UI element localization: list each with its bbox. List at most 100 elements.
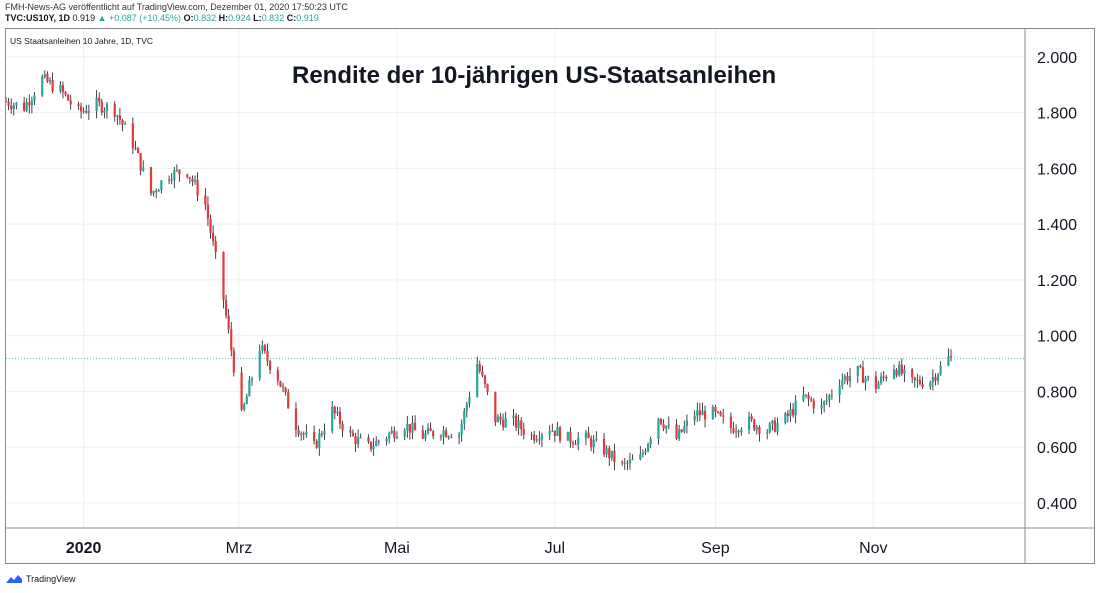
candle-body [206, 204, 210, 219]
candle-body [789, 409, 792, 416]
candle-body [349, 430, 352, 433]
candle-body [284, 387, 287, 393]
candle-body [214, 241, 217, 252]
candle-body [714, 406, 717, 412]
candle-body [331, 406, 334, 432]
candle-body [892, 369, 896, 379]
candle-body [323, 431, 326, 435]
candle-body [287, 392, 290, 409]
candle-body [667, 424, 670, 426]
candle-body [649, 439, 652, 444]
candle-body [149, 167, 153, 194]
candle-body [160, 180, 163, 191]
candle-body [732, 428, 735, 433]
tradingview-logo-icon [6, 575, 22, 583]
candle-body [367, 437, 370, 442]
candle-body [719, 411, 722, 416]
candle-body [67, 94, 70, 101]
candle-body [740, 429, 743, 433]
candle-body [191, 178, 194, 182]
candle-body [196, 179, 199, 196]
candle-body [46, 74, 49, 82]
candle-body [300, 433, 303, 435]
candle-body [882, 376, 885, 378]
candle-body [279, 380, 282, 387]
candle-body [587, 432, 590, 439]
candle-body [98, 97, 101, 102]
candle-body [898, 364, 901, 376]
time-axis[interactable]: 2020 Mrz Mai Jul Sep Nov [66, 540, 888, 557]
candle-body [186, 174, 189, 177]
candle-body [204, 195, 207, 205]
candle-body [685, 420, 689, 427]
candle-body [859, 365, 862, 368]
candle-body [621, 462, 624, 464]
candle-body [802, 394, 805, 401]
candle-body [918, 379, 922, 384]
candle-body [939, 365, 942, 375]
candle-body [59, 84, 62, 92]
candle-body [810, 399, 813, 401]
candle-body [390, 430, 393, 434]
chart-title: Rendite der 10-jährigen US-Staatsanleihe… [292, 62, 777, 89]
candle-body [359, 437, 362, 439]
candle-body [755, 427, 758, 430]
candle-body [874, 376, 878, 389]
candle-body [590, 438, 593, 448]
candle-body [131, 123, 134, 149]
close-value: 0.919 [296, 13, 319, 23]
candle-body [320, 433, 323, 435]
candle-body [776, 422, 779, 432]
candle-body [864, 378, 867, 383]
candle-body [15, 102, 18, 106]
candle-body [639, 454, 642, 460]
low-value: 0.832 [261, 13, 285, 23]
symbol-info: TVC:US10Y, 1D 0.919 ▲ +0.087 (+10.45%) O… [5, 13, 319, 23]
candle-body [61, 84, 65, 93]
candle-body [843, 376, 846, 381]
y-tick-label: 1.600 [1037, 161, 1077, 178]
candle-body [338, 411, 342, 424]
chart-pane [5, 28, 1095, 564]
candle-body [10, 105, 13, 109]
y-tick-label: 2.000 [1037, 50, 1077, 67]
candle-body [302, 433, 305, 435]
candle-body [333, 406, 336, 414]
candle-body [848, 375, 852, 382]
candle-body [644, 451, 647, 453]
candle-body [460, 423, 463, 435]
x-tick-label: 2020 [66, 540, 102, 557]
series-label: US Staatsanleihen 10 Jahre, 1D, TVC [10, 36, 154, 46]
candle-body [168, 179, 171, 181]
candle-body [87, 111, 90, 113]
candle-body [411, 422, 414, 433]
y-tick-label: 0.400 [1037, 496, 1077, 513]
price-axis[interactable]: 2.000 1.800 1.600 1.400 1.200 1.000 0.800 0.600… [1037, 50, 1077, 513]
candle-body [605, 448, 608, 455]
candle-body [522, 429, 525, 435]
candle-body [786, 413, 789, 416]
candle-body [424, 433, 427, 439]
x-tick-label: Mai [384, 540, 410, 557]
candle-body [7, 101, 10, 106]
candle-body [807, 395, 810, 400]
candle-body [701, 410, 704, 416]
candle-body [735, 431, 738, 433]
candle-body [646, 443, 650, 452]
candle-body [369, 441, 373, 450]
candle-body [602, 438, 606, 455]
candle-body [530, 434, 533, 436]
candle-body [28, 102, 31, 106]
candle-body [77, 104, 80, 107]
candle-body [232, 350, 235, 373]
high-label: H: [218, 13, 229, 23]
x-tick-label: Jul [545, 540, 565, 557]
y-tick-label: 1.800 [1037, 106, 1077, 123]
candle-body [276, 370, 279, 381]
candle-body [105, 104, 109, 111]
candle-body [43, 74, 46, 77]
candle-body [481, 371, 484, 376]
last-value: 0.919 [72, 13, 96, 23]
candle-body [722, 415, 725, 417]
